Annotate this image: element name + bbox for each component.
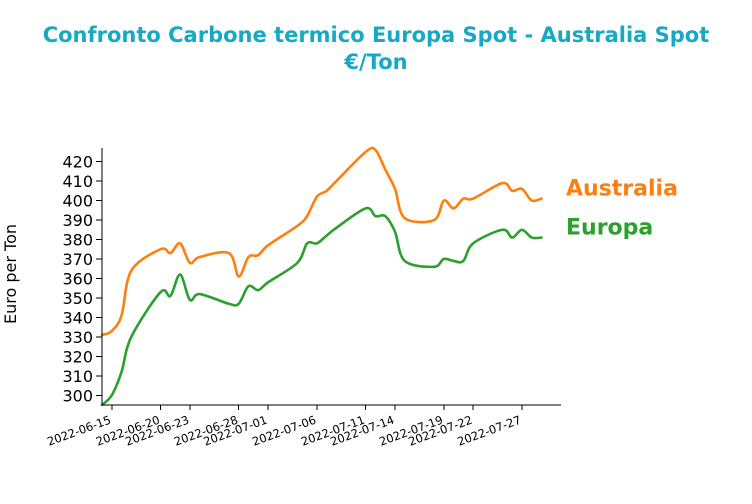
y-tick: 370 [62, 250, 102, 269]
y-tick-label: 300 [62, 386, 93, 405]
series-label-europa: Europa [566, 216, 653, 241]
chart-title-line-2: €/Ton [344, 50, 408, 74]
series-line-europa [100, 206, 543, 407]
y-tick: 360 [62, 269, 102, 288]
series-line-australia [100, 146, 543, 337]
y-tick-label: 340 [62, 308, 93, 327]
y-tick: 420 [62, 153, 102, 172]
y-tick: 310 [62, 367, 102, 386]
y-tick-label: 380 [62, 231, 93, 250]
series-label-australia: Australia [566, 177, 678, 202]
y-tick-label: 400 [62, 192, 93, 211]
y-tick-label: 350 [62, 289, 93, 308]
y-tick: 380 [62, 231, 102, 250]
y-tick: 340 [62, 308, 102, 327]
chart-title-line-1: Confronto Carbone termico Europa Spot - … [42, 23, 710, 47]
y-tick-label: 420 [62, 153, 93, 172]
y-tick: 330 [62, 328, 102, 347]
y-tick-label: 360 [62, 269, 93, 288]
y-tick-label: 310 [62, 367, 93, 386]
y-tick: 320 [62, 347, 102, 366]
series-layer: Australia Europa [100, 146, 678, 407]
y-tick-label: 370 [62, 250, 93, 269]
y-tick: 390 [62, 211, 102, 230]
y-tick: 350 [62, 289, 102, 308]
y-tick-label: 390 [62, 211, 93, 230]
y-tick: 300 [62, 386, 102, 405]
y-tick-label: 410 [62, 172, 93, 191]
y-tick: 410 [62, 172, 102, 191]
y-axis-label: Euro per Ton [1, 224, 20, 324]
y-tick: 400 [62, 192, 102, 211]
chart-title: Confronto Carbone termico Europa Spot - … [0, 22, 752, 76]
y-tick-label: 320 [62, 347, 93, 366]
y-tick-label: 330 [62, 328, 93, 347]
